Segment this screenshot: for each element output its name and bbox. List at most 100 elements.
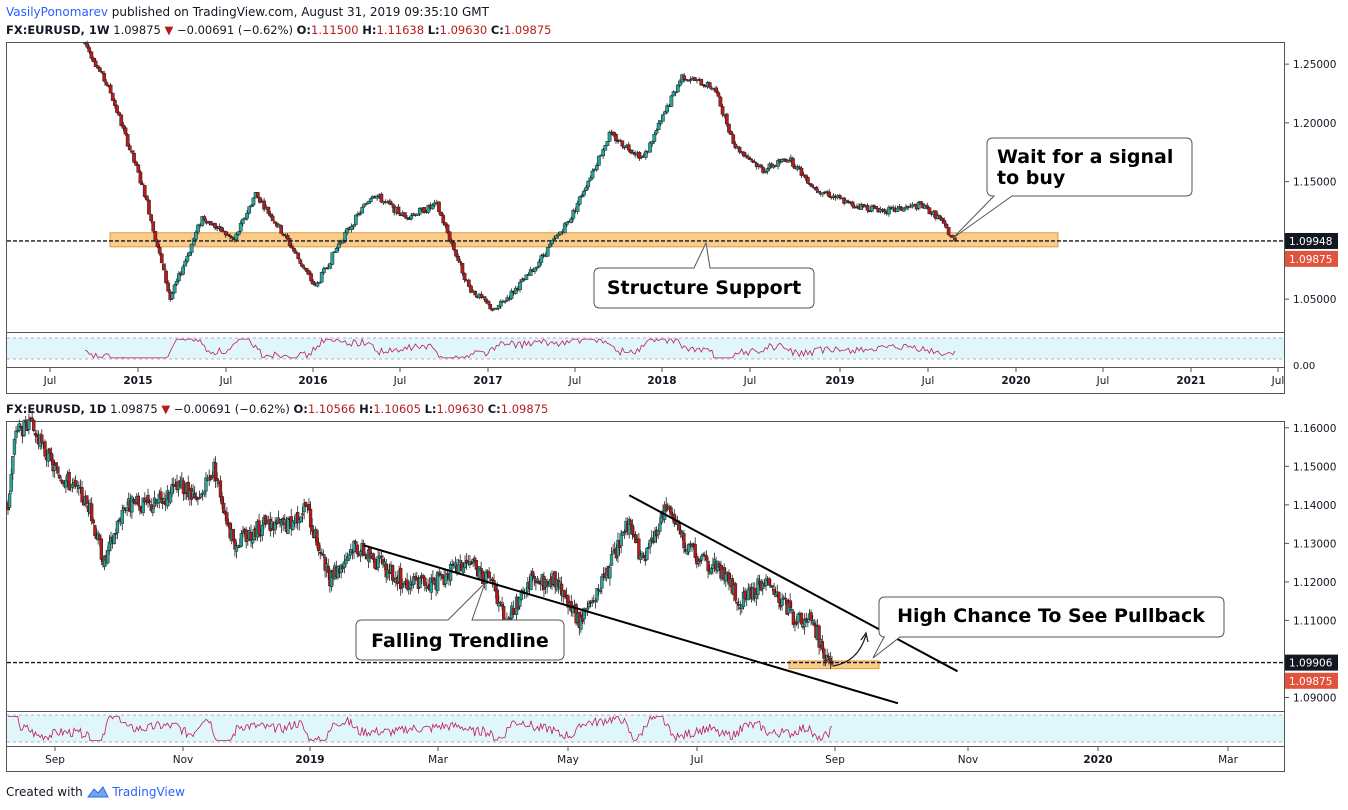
y-tick-label: 1.20000 — [1293, 118, 1336, 130]
candle-body-down — [202, 216, 207, 221]
candle-body-down — [292, 247, 296, 252]
candle-body-up — [765, 168, 770, 172]
candle-body-up — [675, 84, 680, 93]
candle-body-down — [682, 533, 686, 549]
x-tick-label: Jul — [743, 375, 757, 387]
candle — [418, 577, 422, 589]
candle-body-up — [183, 260, 188, 267]
candle — [486, 299, 490, 306]
candle-body-down — [816, 191, 821, 193]
candle-body-up — [665, 105, 669, 113]
candle-body-down — [942, 220, 947, 224]
candle — [585, 600, 590, 616]
open-label: O: — [296, 23, 312, 37]
candle-body-up — [575, 203, 580, 212]
candle-body-down — [693, 544, 697, 558]
candle — [339, 563, 343, 579]
rsi-axis-label: 0.00 — [1293, 361, 1315, 372]
candle — [533, 267, 537, 275]
candle-body-down — [140, 183, 145, 185]
candle-body-up — [240, 218, 245, 224]
candle — [144, 195, 149, 202]
candle-body-up — [663, 111, 667, 115]
candle-body-up — [415, 213, 420, 216]
daily-last: 1.09875 — [110, 402, 158, 416]
y-tick-label: 1.15000 — [1293, 461, 1336, 473]
candle-body-down — [630, 524, 635, 535]
candle-body-down — [166, 282, 171, 292]
x-tick-label: 2015 — [123, 375, 152, 387]
candle — [432, 199, 437, 208]
candle-body-down — [486, 300, 490, 304]
candle-body-up — [548, 244, 552, 248]
candle — [462, 272, 467, 283]
candle-body-down — [861, 203, 866, 207]
candle — [244, 526, 248, 549]
candle-body-up — [151, 508, 155, 513]
candle — [390, 564, 395, 585]
candle — [814, 186, 819, 194]
candle — [688, 76, 693, 84]
candle — [298, 258, 303, 266]
candle-body-down — [159, 491, 163, 500]
candle-body-up — [565, 221, 569, 225]
candle — [535, 266, 539, 271]
daily-open: 1.10566 — [307, 402, 356, 416]
candle-body-down — [255, 192, 260, 197]
price-label-box — [1285, 250, 1338, 267]
candle-body-down — [258, 197, 262, 203]
candle-body-up — [667, 505, 672, 508]
candle-body-up — [484, 571, 488, 584]
candle — [759, 163, 763, 169]
candle — [11, 456, 15, 481]
candle-body-down — [447, 231, 452, 241]
candle-body-down — [718, 96, 723, 107]
candle — [247, 206, 252, 215]
candle-body-down — [693, 77, 697, 81]
high-label: H: — [362, 23, 377, 37]
candle-body-down — [99, 538, 103, 560]
candle — [484, 569, 488, 591]
candle-body-up — [299, 516, 303, 523]
candle-body-up — [362, 203, 367, 207]
candle — [579, 193, 584, 199]
candle — [240, 218, 245, 227]
tradingview-brand[interactable]: TradingView — [112, 785, 185, 799]
candle — [594, 162, 599, 172]
candle-body-up — [646, 547, 651, 549]
candle — [626, 141, 631, 153]
falling-trendline-upper — [628, 494, 959, 673]
candle-body-down — [320, 552, 324, 555]
candle-body-up — [300, 513, 305, 516]
candle — [279, 224, 284, 234]
candle — [652, 131, 657, 144]
candle-body-down — [98, 67, 102, 72]
candle-body-down — [531, 571, 535, 577]
candle-body-down — [445, 224, 450, 233]
daily-support-zone — [788, 660, 880, 670]
candle-body-up — [535, 578, 540, 582]
candle-body-up — [374, 568, 379, 570]
candle-body-down — [289, 245, 294, 249]
candle-body-down — [737, 147, 742, 153]
candle-body-down — [460, 262, 465, 274]
candle — [750, 158, 755, 164]
candle-body-down — [827, 191, 832, 197]
candle-body-down — [155, 241, 160, 248]
candle — [601, 147, 606, 159]
candle-body-up — [709, 568, 713, 573]
candle — [300, 262, 305, 269]
candle-body-up — [650, 141, 655, 144]
author-link[interactable]: VasilyPonomarev — [6, 5, 108, 19]
candle — [507, 295, 512, 302]
candle-body-up — [585, 607, 590, 610]
candle — [682, 72, 687, 83]
candle-body-down — [257, 520, 261, 535]
candle-body-down — [396, 206, 401, 214]
candle-body-up — [407, 588, 411, 590]
candle-body-up — [509, 290, 514, 299]
candle-body-up — [448, 563, 453, 582]
candle-body-up — [366, 201, 371, 204]
candle-body-down — [701, 84, 706, 86]
